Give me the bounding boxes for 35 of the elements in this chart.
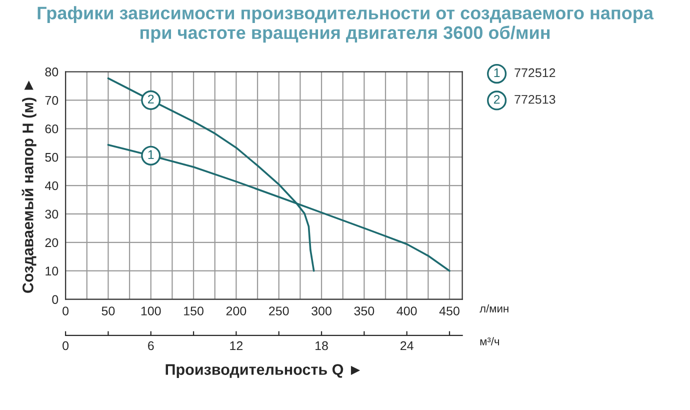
x2-tick-label: 18 (316, 341, 328, 350)
x-tick-label: 200 (226, 306, 246, 316)
annotation: 1 (148, 150, 154, 159)
y-tick-label: 70 (45, 96, 58, 105)
x-axis-title: Производительность Q ► (166, 364, 360, 378)
x-tick-label: 400 (396, 306, 417, 316)
x2-tick-label: 6 (148, 341, 154, 350)
x2-axis-title: м³/ч (480, 337, 499, 346)
x-tick-label: 150 (184, 306, 204, 316)
y-tick-label: 50 (45, 152, 58, 162)
y-tick-label: 80 (45, 68, 58, 76)
legend-label: 772512 (514, 68, 556, 78)
x-tick-label: 50 (102, 306, 115, 316)
x-tick-label: 300 (312, 306, 332, 316)
x2-tick-label: 0 (62, 341, 69, 350)
x-tick-label: 350 (354, 306, 374, 316)
y-tick-label: 40 (44, 181, 58, 190)
x-tick-label: 0 (62, 306, 69, 316)
annotation: 2 (148, 94, 154, 104)
y-tick-label: 30 (45, 210, 58, 219)
chart-title: Графики зависимости производительности от создаваемого напора при частоте вращения двигателя 3600 об/мин (38, 6, 654, 43)
text: 1 (494, 68, 500, 78)
text: л/мин (480, 304, 508, 313)
y-axis-title: Создаваемый напор H (м) ► (22, 80, 36, 293)
x-tick-label: 250 (269, 306, 289, 316)
y-tick-label: 20 (45, 238, 58, 248)
x-tick-label: 100 (141, 306, 161, 316)
x-tick-label: 450 (439, 306, 460, 316)
legend-label: 772513 (514, 94, 556, 104)
x2-tick-label: 12 (230, 341, 243, 350)
y-tick-label: 60 (45, 124, 58, 134)
x2-tick-label: 24 (400, 341, 414, 350)
y-tick-label: 0 (52, 295, 58, 304)
text: 2 (494, 94, 500, 104)
y-tick-label: 10 (46, 266, 58, 276)
